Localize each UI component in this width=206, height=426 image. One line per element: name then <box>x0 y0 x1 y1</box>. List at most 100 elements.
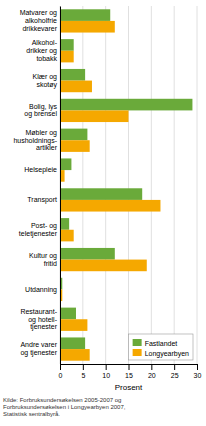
y-tick: Alkohol-drikker ogtobakk <box>26 39 60 61</box>
legend-label: Longyearbyen <box>145 350 189 358</box>
x-tick: 5 <box>81 364 85 379</box>
legend-swatch <box>133 339 142 346</box>
bars <box>60 9 192 360</box>
x-tick-label: 30 <box>194 372 202 379</box>
x-tick: 10 <box>102 364 110 379</box>
x-tick-mark <box>174 364 175 370</box>
x-tick-label: 15 <box>125 372 133 379</box>
y-tick-label: Helsepleie <box>24 166 57 174</box>
bar <box>60 200 160 212</box>
bar <box>60 158 71 170</box>
y-tick-label-line: Andre varer <box>20 341 57 348</box>
bar <box>60 230 74 242</box>
grid-line <box>151 6 152 364</box>
x-tick-label: 0 <box>59 372 63 379</box>
bar <box>60 319 87 331</box>
bar <box>60 140 90 152</box>
x-tick: 30 <box>194 364 202 379</box>
y-tick-label-line: og brensel <box>24 111 57 119</box>
y-axis: Matvarer ogalkoholfriedrikkevarer Alkohol… <box>13 7 60 365</box>
y-tick-label: Matvarer ogalkoholfriedrikkevarer <box>20 9 58 31</box>
x-axis-title: Prosent <box>115 383 143 392</box>
y-tick-label: Kultur ogfritid <box>29 252 57 267</box>
bar <box>60 218 69 230</box>
y-tick-label: Transport <box>27 196 57 204</box>
y-tick-label-line: skotøy <box>36 81 57 89</box>
y-tick-label: Klær ogskotøy <box>32 73 57 89</box>
bar <box>60 260 147 272</box>
legend-box <box>129 334 193 360</box>
x-tick: 25 <box>171 364 179 379</box>
y-tick-label: Alkohol-drikker ogtobakk <box>26 39 57 61</box>
grid-line <box>197 6 198 364</box>
y-tick: Andre varerog tjenester <box>20 341 60 357</box>
x-tick-mark <box>83 364 84 370</box>
bar <box>60 21 115 33</box>
y-tick-label-line: og tjenester <box>20 349 57 357</box>
bar <box>60 51 74 63</box>
source-text-line: Statistisk sentralbyrå. <box>3 411 60 417</box>
bar <box>60 308 76 320</box>
legend-swatch <box>133 349 142 356</box>
y-tick-label-line: Alkohol- <box>32 39 58 46</box>
plot: 0 5 10 15 20 25 30 Matvarer ogalkoholfriedrikke… <box>13 6 201 379</box>
y-tick-label: Post- ogteletjenester <box>19 222 58 238</box>
y-tick: Transport <box>27 196 60 204</box>
y-tick: Klær ogskotøy <box>32 73 60 89</box>
x-tick-label: 20 <box>148 372 156 379</box>
y-tick: Helsepleie <box>24 166 60 174</box>
x-tick: 20 <box>148 364 156 379</box>
grid-line <box>128 6 129 364</box>
bar <box>60 337 85 349</box>
legend: Fastlandet Longyearbyen <box>129 334 193 360</box>
y-tick-label-line: artikler <box>36 144 58 151</box>
series-1 <box>60 21 160 361</box>
grid-line <box>82 6 83 364</box>
y-tick: Bolig, lysog brensel <box>24 103 60 119</box>
x-tick-mark <box>151 364 152 370</box>
bar <box>60 349 90 361</box>
y-tick-label-line: Restaurant- <box>20 308 57 315</box>
y-tick-label: Utdanning <box>25 286 57 294</box>
bar <box>60 129 87 141</box>
y-tick: Post- ogteletjenester <box>19 222 60 238</box>
y-tick-label-line: tobakk <box>36 55 57 62</box>
y-tick-label-line: teletjenester <box>19 230 58 238</box>
y-tick: Matvarer ogalkoholfriedrikkevarer <box>20 9 60 31</box>
source-text-line: Forbruksundersøkelsen i Longyearbyen 200… <box>3 404 126 410</box>
bar <box>60 188 142 200</box>
y-tick-label: Bolig, lysog brensel <box>24 103 57 119</box>
y-tick-label: Restaurant-og hotell-tjenester <box>20 308 57 331</box>
bar <box>60 9 110 21</box>
x-tick-mark <box>197 364 198 370</box>
grid-line <box>105 6 106 364</box>
source-text: Kilde: Forbruksundersøkelsen 2005-2007 o… <box>3 397 126 417</box>
bar <box>60 110 129 122</box>
series-0 <box>60 9 192 349</box>
y-tick: Utdanning <box>25 286 60 294</box>
x-tick-label: 10 <box>102 372 110 379</box>
x-tick-mark <box>60 364 61 370</box>
y-tick-label-line: Helsepleie <box>24 166 57 174</box>
y-tick-label-line: Transport <box>27 196 57 204</box>
y-tick-label-line: alkoholfrie <box>25 17 57 24</box>
bar <box>60 248 115 260</box>
y-tick: Møbler oghusholdnings-artikler <box>13 129 60 151</box>
grid-line <box>60 6 61 364</box>
y-axis-line <box>60 7 61 365</box>
grid-line <box>174 6 175 364</box>
chart: 0 5 10 15 20 25 30 Matvarer ogalkoholfriedrikke… <box>0 0 206 426</box>
y-tick: Restaurant-og hotell-tjenester <box>20 308 60 331</box>
legend-label: Fastlandet <box>145 340 178 347</box>
x-axis: 0 5 10 15 20 25 30 <box>59 364 202 379</box>
bar <box>60 99 192 111</box>
y-tick-label: Andre varerog tjenester <box>20 341 57 357</box>
y-tick-label-line: fritid <box>44 260 57 267</box>
source-text-line: Kilde: Forbruksundersøkelsen 2005-2007 o… <box>3 397 121 403</box>
y-tick-label: Møbler oghusholdnings-artikler <box>13 129 57 151</box>
x-tick-label: 5 <box>81 372 85 379</box>
x-tick: 15 <box>125 364 133 379</box>
y-tick-label-line: Utdanning <box>25 286 57 294</box>
x-tick: 0 <box>59 364 63 379</box>
x-tick-mark <box>129 364 130 370</box>
